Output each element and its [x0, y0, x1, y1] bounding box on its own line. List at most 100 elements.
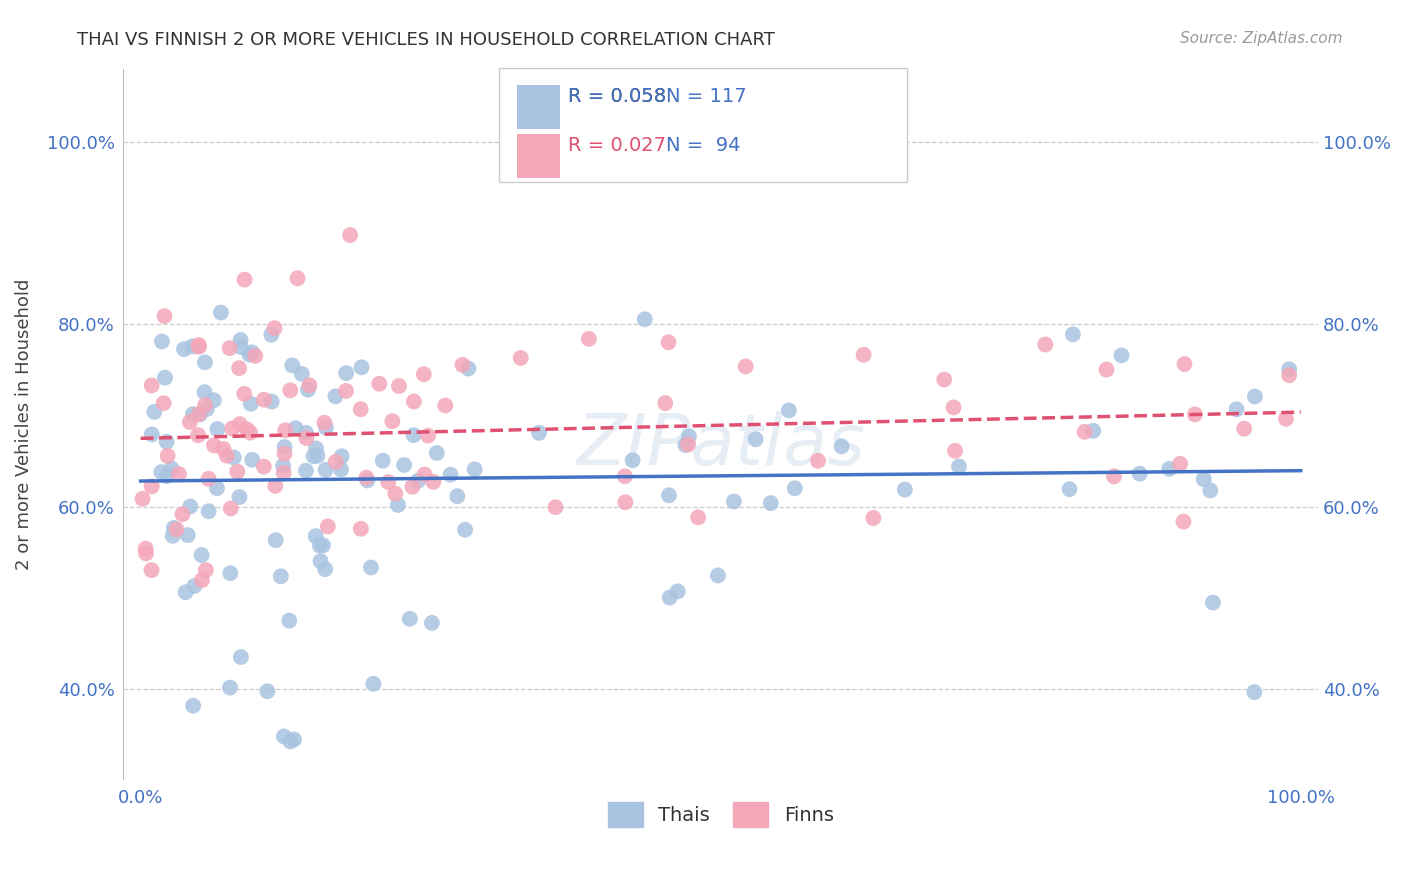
Text: N = 117: N = 117 [666, 87, 747, 106]
Point [657, 335, 679, 350]
Point [166, 522, 188, 536]
Point [219, 501, 242, 516]
Text: N =  94: N = 94 [666, 136, 741, 154]
Point [852, 348, 875, 362]
Point [509, 351, 531, 365]
Point [315, 421, 337, 435]
Point [150, 465, 173, 479]
Point [1083, 424, 1105, 438]
Point [688, 510, 710, 524]
Point [229, 417, 252, 432]
Point [195, 402, 218, 417]
Point [235, 422, 257, 436]
Point [335, 366, 357, 380]
Point [734, 359, 756, 374]
Point [315, 463, 337, 477]
Point [614, 495, 637, 509]
Point [283, 732, 305, 747]
Point [402, 394, 425, 409]
Point [943, 443, 966, 458]
Point [942, 401, 965, 415]
Point [173, 342, 195, 356]
Point [934, 373, 956, 387]
Point [176, 528, 198, 542]
Point [281, 359, 304, 373]
Point [1111, 348, 1133, 362]
Point [156, 449, 179, 463]
Point [228, 361, 250, 376]
Point [156, 434, 179, 449]
Point [1129, 467, 1152, 481]
Point [271, 458, 294, 473]
Text: R = 0.027: R = 0.027 [568, 136, 666, 154]
Text: ZIPatlas: ZIPatlas [576, 411, 865, 480]
Point [263, 321, 285, 335]
Point [212, 442, 235, 456]
Point [948, 459, 970, 474]
Point [253, 392, 276, 407]
Point [239, 425, 262, 440]
Point [350, 522, 373, 536]
Point [666, 584, 689, 599]
Point [221, 421, 243, 435]
Point [228, 490, 250, 504]
Point [273, 466, 295, 480]
Point [894, 483, 917, 497]
Point [446, 489, 468, 503]
Point [412, 368, 434, 382]
Point [426, 446, 449, 460]
Point [658, 488, 681, 502]
Point [325, 389, 347, 403]
Point [335, 384, 357, 398]
Point [1202, 596, 1225, 610]
Point [314, 416, 336, 430]
Point [350, 360, 373, 375]
Point [273, 440, 295, 454]
Point [578, 332, 600, 346]
Point [172, 507, 194, 521]
Point [422, 475, 444, 489]
Point [416, 428, 439, 442]
Point [356, 470, 378, 484]
Point [613, 469, 636, 483]
Point [831, 439, 853, 453]
Point [744, 432, 766, 446]
Point [723, 494, 745, 508]
Point [330, 450, 353, 464]
Point [388, 379, 411, 393]
Point [420, 615, 443, 630]
Point [207, 422, 229, 436]
Point [202, 393, 225, 408]
Point [287, 271, 309, 285]
Point [676, 437, 699, 451]
Point [316, 519, 339, 533]
Point [156, 469, 179, 483]
Point [219, 566, 242, 581]
Point [454, 523, 477, 537]
Point [783, 481, 806, 495]
Point [278, 614, 301, 628]
Point [181, 339, 204, 353]
Point [634, 312, 657, 326]
Point [187, 338, 209, 352]
Text: Source: ZipAtlas.com: Source: ZipAtlas.com [1180, 31, 1343, 46]
Point [280, 734, 302, 748]
Point [239, 397, 262, 411]
Point [325, 455, 347, 469]
Point [131, 491, 153, 506]
Point [330, 462, 353, 476]
Point [1173, 515, 1195, 529]
Point [298, 378, 321, 392]
Point [179, 415, 201, 429]
Point [295, 464, 318, 478]
Point [295, 431, 318, 445]
Point [295, 425, 318, 440]
Point [1173, 357, 1195, 371]
Point [202, 438, 225, 452]
Point [457, 361, 479, 376]
Point [1073, 425, 1095, 439]
Point [181, 407, 204, 421]
Point [141, 479, 163, 493]
Point [654, 396, 676, 410]
Point [187, 340, 209, 354]
